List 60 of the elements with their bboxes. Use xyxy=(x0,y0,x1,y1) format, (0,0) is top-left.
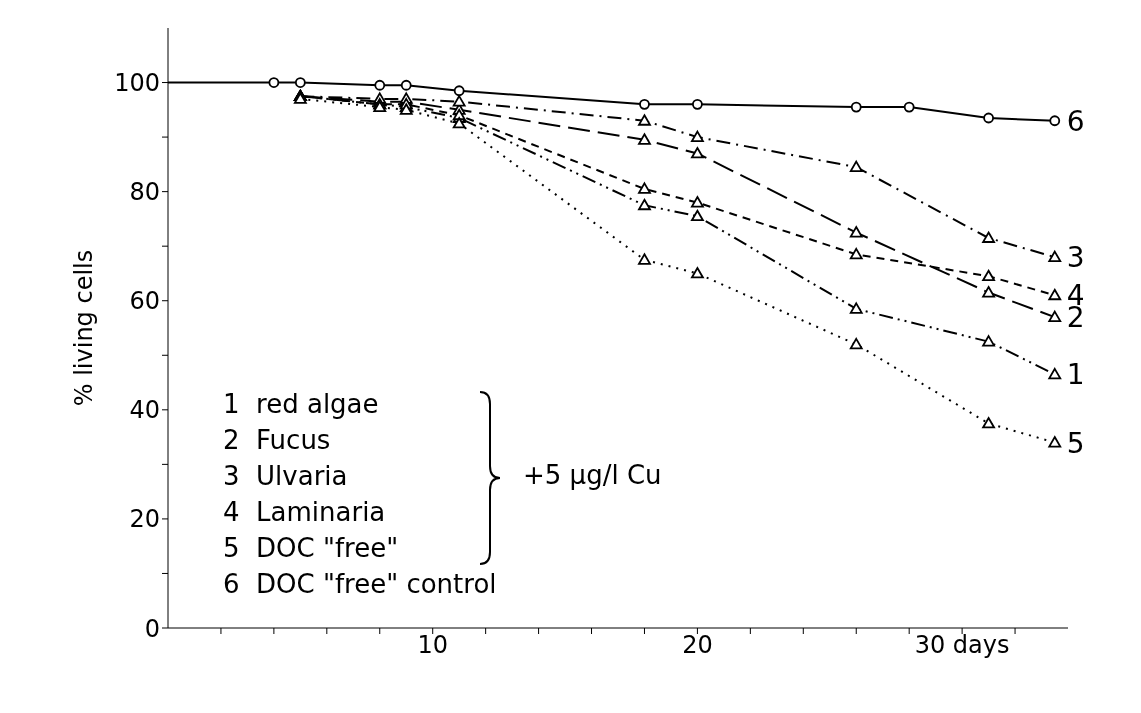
point xyxy=(452,117,466,129)
point xyxy=(1049,115,1061,127)
y-tick-label: 60 xyxy=(129,287,160,316)
point xyxy=(638,182,651,194)
point xyxy=(982,417,995,429)
annotation: 3 Ulvaria xyxy=(223,460,349,493)
series-label: 1 xyxy=(1066,358,1085,392)
series-label: 3 xyxy=(1066,241,1085,275)
point xyxy=(1048,367,1062,380)
annotation: +5 µg/l Cu xyxy=(523,460,662,490)
point xyxy=(691,209,704,222)
point xyxy=(849,160,863,172)
point xyxy=(850,101,862,113)
point xyxy=(691,267,704,279)
point xyxy=(453,85,465,97)
point xyxy=(400,79,412,91)
y-tick-label: 80 xyxy=(129,178,160,207)
point xyxy=(399,103,413,115)
point xyxy=(1048,288,1062,301)
point xyxy=(982,231,995,243)
annotation: 4 Laminaria xyxy=(223,496,387,529)
annotation: 1 red algae xyxy=(223,388,380,421)
point xyxy=(268,77,280,88)
point xyxy=(982,286,995,298)
y-tick-label: 20 xyxy=(129,505,160,534)
series-label: 5 xyxy=(1066,426,1085,460)
point xyxy=(691,196,704,208)
point xyxy=(849,226,863,238)
point xyxy=(903,101,915,113)
x-tick-label: 20 xyxy=(682,631,713,660)
point xyxy=(638,114,651,126)
point xyxy=(691,130,704,142)
point xyxy=(639,98,650,110)
point xyxy=(849,337,863,350)
point xyxy=(1048,436,1062,448)
point xyxy=(983,112,994,124)
point xyxy=(638,253,651,265)
annotation: 5 DOC "free" xyxy=(223,532,400,565)
point xyxy=(849,247,863,260)
y-axis-title: % living cells xyxy=(69,249,98,407)
series-label: 6 xyxy=(1066,104,1085,138)
point xyxy=(1048,310,1062,322)
point xyxy=(1048,250,1062,262)
annotation: 6 DOC "free" control xyxy=(223,568,497,601)
point xyxy=(692,98,703,110)
point xyxy=(849,302,863,314)
y-tick-label: 0 xyxy=(144,614,160,643)
y-tick-label: 100 xyxy=(114,69,160,98)
point xyxy=(294,77,306,88)
annotation: 2 Fucus xyxy=(223,424,332,457)
x-tick-label: 10 xyxy=(417,631,448,660)
x-tick-label: 30 days xyxy=(914,631,1010,660)
point xyxy=(374,79,386,91)
y-tick-label: 40 xyxy=(129,396,160,425)
point xyxy=(691,147,704,159)
point xyxy=(638,198,651,211)
point xyxy=(982,335,995,347)
point xyxy=(452,95,466,107)
point xyxy=(982,269,995,282)
point xyxy=(638,133,651,145)
